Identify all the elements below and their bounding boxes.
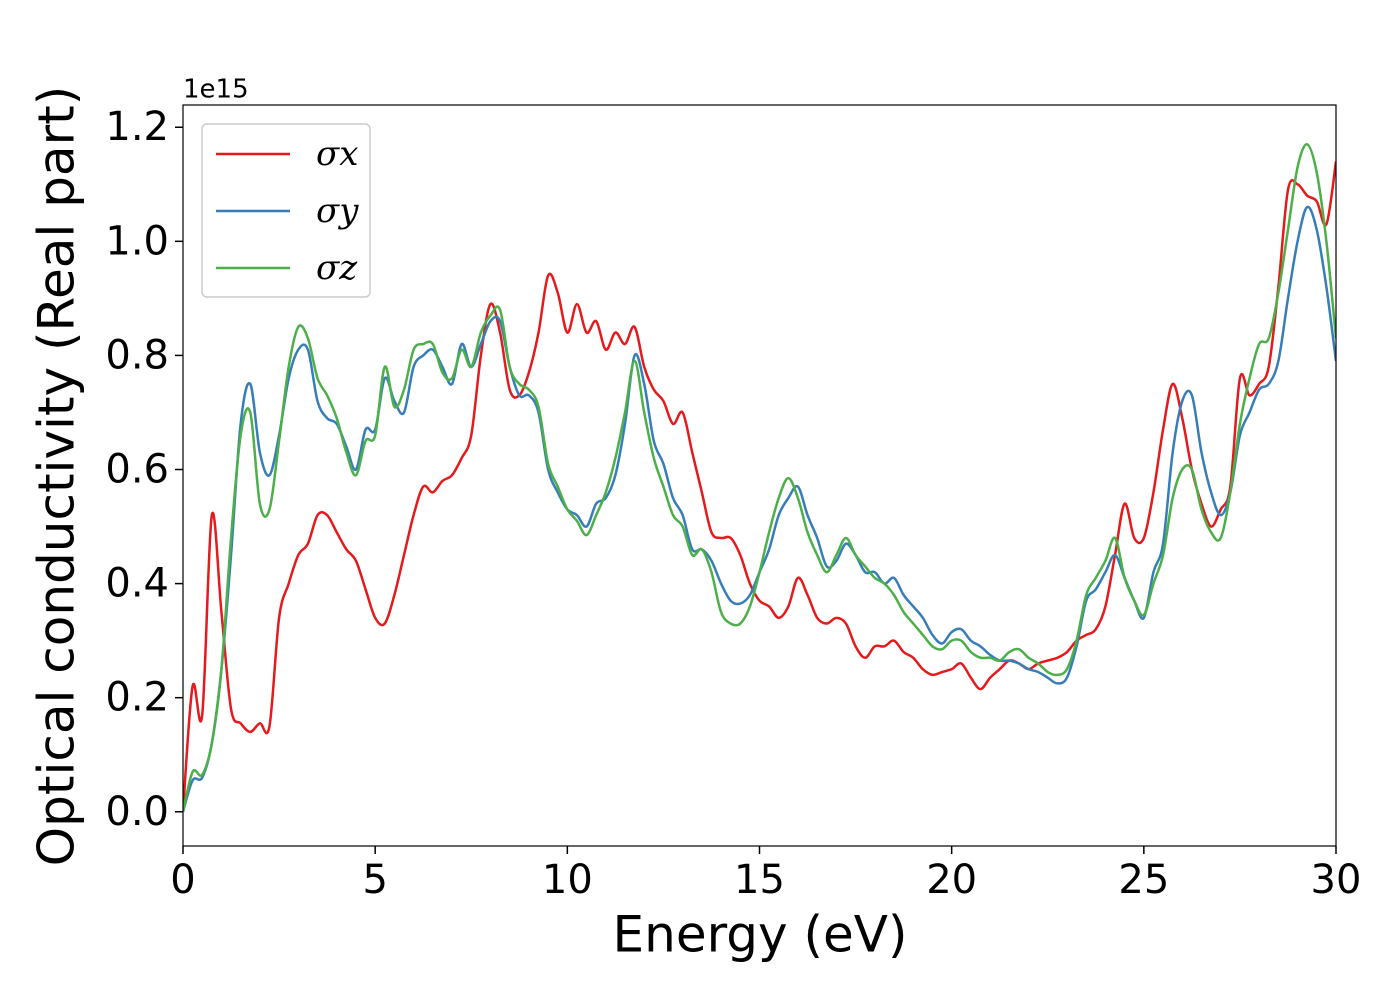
legend-label: σz [316,248,358,288]
y-tick-label: 0.6 [105,447,169,493]
x-tick-label: 5 [362,857,387,903]
x-tick-label: 20 [926,857,977,903]
x-tick-label: 0 [170,857,195,903]
x-axis-label: Energy (eV) [613,906,908,964]
y-tick-label: 1.0 [105,218,169,264]
x-tick-label: 30 [1311,857,1362,903]
y-tick-label: 1.2 [105,104,169,150]
y-axis-label: Optical conductivity (Real part) [28,86,86,867]
legend-label: σy [316,191,359,231]
y-tick-label: 0.0 [105,789,169,835]
x-tick-label: 15 [734,857,785,903]
y-tick-label: 0.2 [105,675,169,721]
y-tick-label: 0.4 [105,561,169,607]
x-tick-label: 25 [1118,857,1169,903]
series-line [183,161,1336,812]
series-line [183,143,1336,813]
y-offset-label: 1e15 [183,75,249,105]
plot-frame [182,104,1337,847]
legend-label: σx [316,134,358,174]
y-tick-label: 0.8 [105,332,169,378]
x-tick-label: 10 [542,857,593,903]
